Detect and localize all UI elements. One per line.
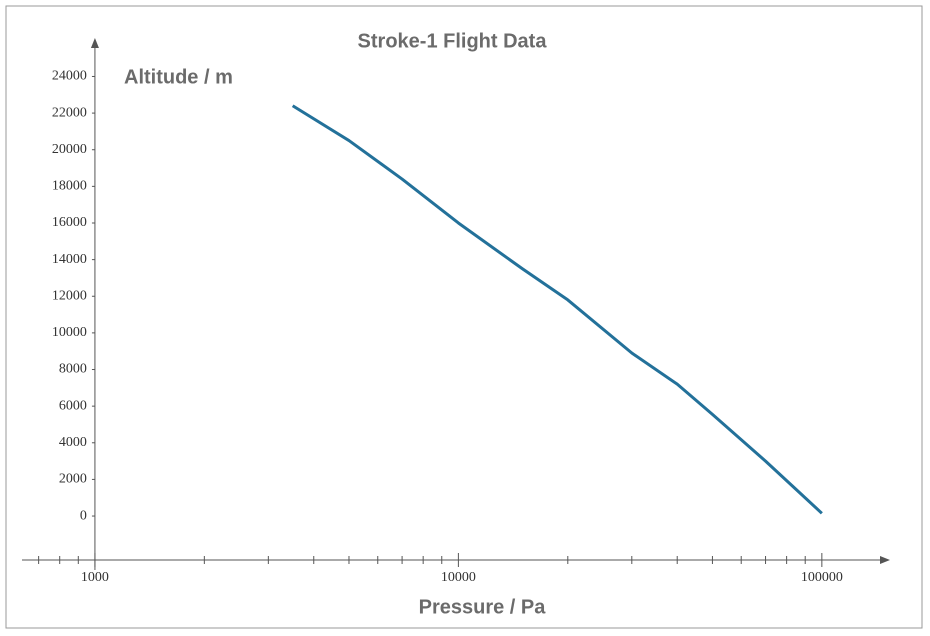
x-tick-label: 1000 bbox=[81, 570, 109, 585]
y-axis-label: Altitude / m bbox=[124, 66, 233, 88]
y-tick-label: 12000 bbox=[52, 288, 87, 303]
y-tick-label: 14000 bbox=[52, 252, 87, 267]
y-tick-label: 2000 bbox=[59, 472, 87, 487]
x-tick-label: 10000 bbox=[441, 570, 476, 585]
y-tick-label: 18000 bbox=[52, 179, 87, 194]
y-tick-label: 24000 bbox=[52, 69, 87, 84]
y-axis-arrow bbox=[90, 38, 99, 48]
chart-title: Stroke-1 Flight Data bbox=[358, 30, 548, 52]
y-tick-label: 20000 bbox=[52, 142, 87, 157]
x-axis-label: Pressure / Pa bbox=[419, 596, 547, 618]
y-tick-label: 4000 bbox=[59, 435, 87, 450]
y-tick-label: 0 bbox=[80, 508, 87, 523]
y-tick-label: 6000 bbox=[59, 398, 87, 413]
x-tick-label: 100000 bbox=[801, 570, 843, 585]
frame bbox=[5, 5, 923, 629]
data-line bbox=[291, 104, 823, 515]
x-axis-arrow bbox=[880, 556, 890, 564]
y-tick-label: 22000 bbox=[52, 105, 87, 120]
y-tick-label: 16000 bbox=[52, 215, 87, 230]
y-tick-label: 8000 bbox=[59, 362, 87, 377]
y-tick-label: 10000 bbox=[52, 325, 87, 340]
